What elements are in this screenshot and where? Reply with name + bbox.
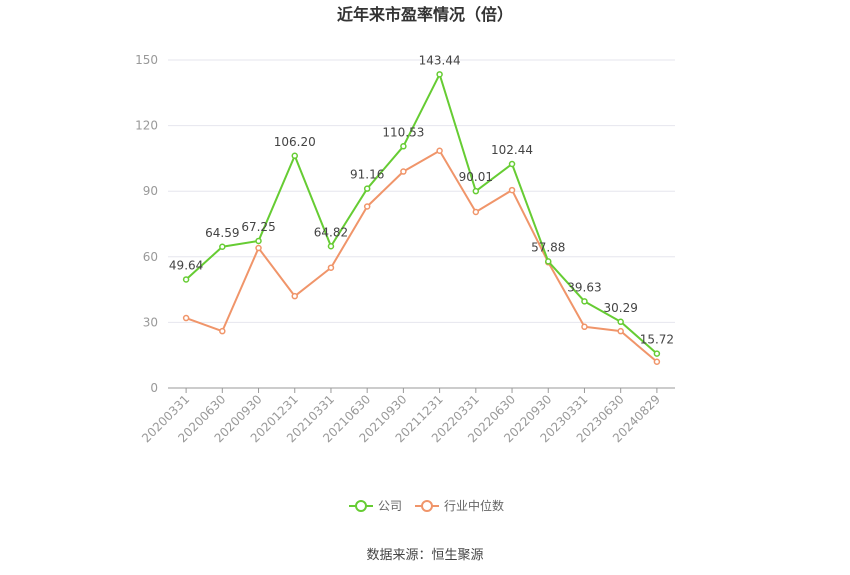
data-label: 143.44 [419, 53, 461, 67]
series-line-1 [185, 149, 658, 363]
data-point [182, 276, 190, 283]
data-label: 49.64 [169, 258, 203, 272]
data-point [472, 187, 480, 195]
legend-marker [421, 500, 433, 512]
data-point [219, 243, 226, 251]
data-label: 102.44 [491, 143, 533, 157]
data-label: 90.01 [459, 170, 493, 184]
data-point [508, 186, 516, 194]
data-point [363, 185, 371, 192]
data-label: 15.72 [640, 333, 674, 347]
data-label: 67.25 [241, 220, 275, 234]
data-point [581, 323, 588, 331]
data-point [436, 71, 443, 78]
data-label: 30.29 [603, 301, 637, 315]
data-point [255, 237, 262, 245]
legend[interactable]: 公司 行业中位数 [349, 498, 504, 513]
grid-lines [168, 59, 675, 323]
data-label: 106.20 [274, 135, 316, 149]
data-point [617, 318, 624, 326]
data-point [472, 208, 480, 216]
y-axis: 0 30 60 90 120 150 [135, 53, 158, 395]
data-point [219, 327, 226, 335]
y-tick-label: 0 [150, 381, 158, 395]
y-tick-label: 150 [135, 53, 158, 67]
data-point [255, 244, 262, 252]
data-point [291, 292, 298, 300]
x-axis: 2020033120200630202009302020123120210331… [139, 387, 675, 445]
series-layer [182, 71, 661, 366]
data-point [400, 168, 407, 175]
data-point [581, 298, 588, 305]
data-point [545, 258, 552, 265]
data-point [508, 160, 516, 168]
data-point [653, 358, 661, 366]
data-labels: 49.64 64.59 67.25 106.20 64.82 91.16 110.53 143… [169, 53, 674, 346]
y-tick-label: 30 [143, 315, 158, 329]
data-label: 57.88 [531, 240, 565, 254]
data-point [327, 243, 335, 250]
y-tick-label: 90 [143, 184, 158, 198]
chart-title: 近年来市盈率情况（倍） [337, 5, 513, 24]
data-label: 64.82 [314, 225, 348, 239]
data-point [436, 147, 443, 154]
data-point [327, 264, 335, 271]
legend-label: 公司 [378, 499, 402, 513]
legend-item-1[interactable]: 行业中位数 [415, 498, 504, 513]
y-tick-label: 60 [143, 250, 158, 264]
data-point [291, 152, 298, 160]
source-note: 数据来源：恒生聚源 [366, 548, 483, 563]
data-label: 110.53 [382, 125, 424, 139]
legend-marker [355, 500, 367, 512]
data-point [653, 350, 661, 357]
legend-label: 行业中位数 [444, 498, 504, 513]
data-point [363, 203, 371, 210]
data-point [400, 143, 407, 150]
data-label: 64.59 [205, 226, 239, 240]
data-point [182, 314, 190, 322]
data-point [617, 327, 624, 335]
series-line-0 [185, 73, 658, 355]
data-label: 91.16 [350, 168, 384, 182]
y-tick-label: 120 [135, 119, 158, 133]
data-label: 39.63 [567, 280, 601, 294]
legend-item-0[interactable]: 公司 [349, 499, 402, 513]
